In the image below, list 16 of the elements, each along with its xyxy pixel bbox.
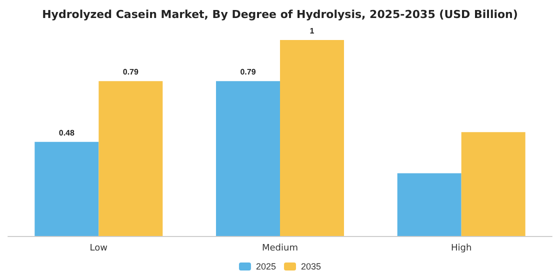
bar [397,173,462,236]
data-label: 0.79 [240,68,256,77]
legend-label: 2035 [301,262,322,272]
chart-title: Hydrolyzed Casein Market, By Degree of Hydrolysis, 2025-2035 (USD Billion) [42,8,518,21]
bar [280,40,344,236]
bar [461,132,526,236]
data-label: 1 [310,26,315,36]
legend-label: 2025 [256,262,276,272]
x-tick-label: High [450,244,472,254]
x-tick-label: Low [90,244,108,254]
x-tick-label: Medium [262,244,298,254]
bar [34,142,99,236]
bar [98,81,163,236]
bar [216,81,280,236]
data-label: 0.48 [58,128,75,138]
data-label: 0.79 [122,68,139,77]
